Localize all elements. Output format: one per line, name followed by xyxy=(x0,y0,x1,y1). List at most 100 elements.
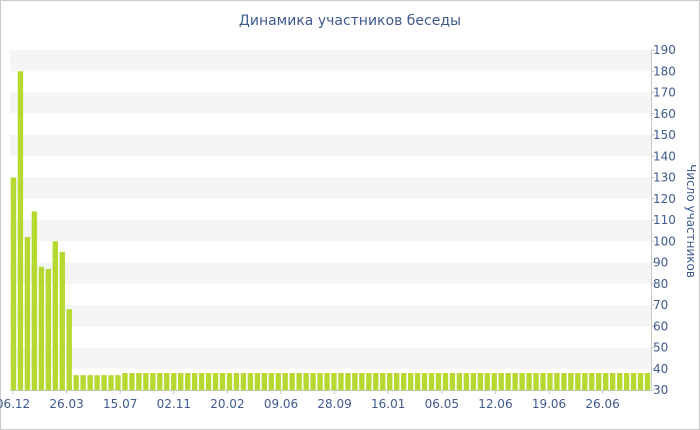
bar xyxy=(219,373,226,390)
bar xyxy=(45,268,52,390)
bar xyxy=(582,373,588,390)
bar xyxy=(561,373,567,390)
bar xyxy=(157,373,163,390)
bar xyxy=(275,373,281,390)
y-tick-label: 70 xyxy=(653,298,668,312)
bar xyxy=(359,373,365,390)
x-tick-label: 26.06 xyxy=(585,397,619,411)
bar xyxy=(407,373,414,390)
bar xyxy=(331,373,337,390)
bar xyxy=(171,373,177,390)
bar xyxy=(94,375,100,390)
bar xyxy=(596,373,602,390)
x-tick-label: 26.03 xyxy=(49,397,83,411)
bar xyxy=(59,251,65,390)
bar xyxy=(484,373,490,390)
bar xyxy=(338,373,344,390)
grid-band xyxy=(10,305,651,327)
y-tick-label: 110 xyxy=(653,213,676,227)
bar xyxy=(178,373,184,390)
bar xyxy=(73,375,79,390)
x-tick-label: 09.06 xyxy=(264,397,298,411)
bar xyxy=(547,373,553,390)
y-tick-label: 180 xyxy=(653,64,676,78)
y-tick-label: 40 xyxy=(653,362,668,376)
bar xyxy=(533,373,539,390)
bars xyxy=(10,71,651,390)
bar xyxy=(122,373,128,390)
bar xyxy=(387,373,393,390)
bar xyxy=(282,373,288,390)
y-tick-label: 80 xyxy=(653,277,668,291)
bar xyxy=(623,373,630,390)
bar xyxy=(233,373,240,390)
bar xyxy=(491,373,497,390)
bar xyxy=(261,373,267,390)
y-tick-label: 160 xyxy=(653,107,676,121)
bar xyxy=(470,373,477,390)
bar xyxy=(421,373,428,390)
bar xyxy=(184,373,191,390)
bar xyxy=(198,373,205,390)
x-tick-labels: 06.12 26.03 15.07 02.11 20.02 09.06 28.09 16.01… xyxy=(0,390,620,411)
x-tick-label: 02.11 xyxy=(157,397,191,411)
bar xyxy=(66,309,72,390)
x-tick-label: 16.01 xyxy=(371,397,405,411)
bar xyxy=(428,373,435,390)
bar xyxy=(616,373,623,390)
y-tick-label: 50 xyxy=(653,341,668,355)
bar xyxy=(630,373,637,390)
y-tick-label: 120 xyxy=(653,192,676,206)
bar xyxy=(345,373,351,390)
bar xyxy=(80,375,86,390)
bar xyxy=(191,373,198,390)
bar xyxy=(526,373,532,390)
bar xyxy=(303,373,309,390)
bar xyxy=(568,373,574,390)
bar xyxy=(380,373,386,390)
bar xyxy=(609,373,616,390)
bar xyxy=(317,373,323,390)
grid-band xyxy=(10,347,651,369)
bar xyxy=(394,373,400,390)
bar xyxy=(52,241,58,390)
bar xyxy=(644,373,651,390)
bar xyxy=(505,373,511,390)
bar xyxy=(212,373,219,390)
bar xyxy=(637,373,644,390)
y-tick-label: 100 xyxy=(653,234,676,248)
y-tick-label: 170 xyxy=(653,86,676,100)
y-tick-label: 190 xyxy=(653,43,676,57)
bar xyxy=(38,266,45,390)
bar xyxy=(324,373,330,390)
x-tick-label: 12.06 xyxy=(478,397,512,411)
bar xyxy=(296,373,302,390)
chart-title: Динамика участников беседы xyxy=(238,13,462,29)
bar xyxy=(129,373,135,390)
bar xyxy=(164,373,170,390)
bar xyxy=(289,373,295,390)
bar xyxy=(554,373,560,390)
bar xyxy=(575,373,581,390)
bar xyxy=(477,373,483,390)
y-tick-label: 150 xyxy=(653,128,676,142)
bar xyxy=(414,373,421,390)
grid-band xyxy=(10,135,651,157)
bar xyxy=(247,373,254,390)
grid-band xyxy=(10,177,651,199)
bar xyxy=(589,373,595,390)
bar xyxy=(24,237,31,390)
grid-bands xyxy=(10,50,651,369)
bar xyxy=(143,373,149,390)
y-tick-label: 60 xyxy=(653,319,668,333)
bar xyxy=(240,373,247,390)
bar xyxy=(519,373,525,390)
x-tick-label: 20.02 xyxy=(210,397,244,411)
bar xyxy=(268,373,274,390)
x-tick-label: 15.07 xyxy=(103,397,137,411)
bar xyxy=(400,373,407,390)
bar xyxy=(463,373,470,390)
bar xyxy=(87,375,93,390)
bar xyxy=(254,373,261,390)
